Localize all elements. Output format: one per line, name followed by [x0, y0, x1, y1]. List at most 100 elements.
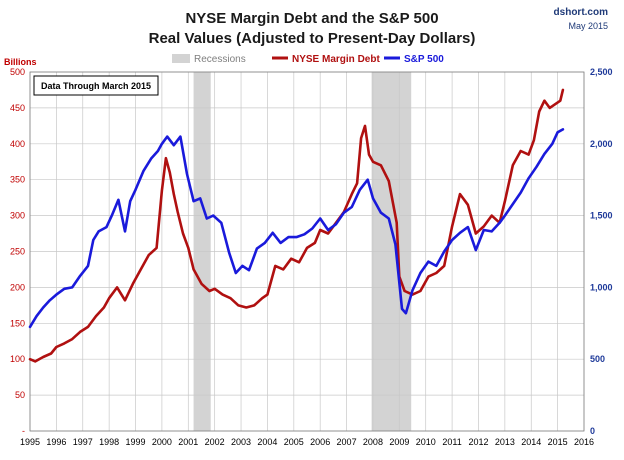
data-point-sp500-70	[527, 177, 530, 180]
data-point-sp500-0	[29, 326, 31, 328]
data-point-sp500-16	[134, 188, 137, 191]
data-point-margin-debt-69	[504, 200, 506, 203]
data-point-sp500-20	[161, 142, 163, 145]
data-point-sp500-7	[79, 275, 81, 277]
data-point-sp500-27	[205, 217, 208, 220]
left-tick-label-7: 350	[10, 175, 25, 185]
data-point-margin-debt-2	[42, 356, 45, 358]
x-tick-label-12: 2007	[337, 437, 357, 447]
data-note-text: Data Through March 2015	[41, 81, 151, 91]
data-point-sp500-34	[256, 247, 258, 250]
data-point-sp500-47	[358, 188, 361, 191]
data-point-sp500-61	[459, 231, 461, 234]
right-tick-label-5: 2,500	[590, 67, 613, 77]
data-point-margin-debt-34	[261, 297, 264, 300]
data-point-margin-debt-71	[519, 150, 522, 152]
data-point-margin-debt-53	[387, 180, 390, 183]
data-point-sp500-26	[199, 197, 202, 200]
data-point-sp500-30	[228, 252, 231, 254]
data-point-margin-debt-74	[538, 110, 541, 113]
data-point-margin-debt-25	[192, 268, 195, 271]
data-point-sp500-18	[150, 157, 153, 160]
data-point-margin-debt-61	[443, 265, 446, 267]
data-point-margin-debt-42	[319, 229, 322, 231]
data-point-margin-debt-30	[229, 297, 232, 300]
data-point-sp500-41	[311, 227, 314, 230]
source-label: dshort.com	[554, 7, 609, 18]
right-tick-label-4: 2,000	[590, 139, 613, 149]
data-point-sp500-63	[474, 249, 477, 252]
data-point-sp500-40	[303, 233, 306, 236]
data-point-sp500-69	[519, 191, 522, 194]
data-point-sp500-45	[343, 211, 345, 214]
data-point-margin-debt-20	[168, 171, 171, 174]
data-point-margin-debt-48	[360, 137, 362, 140]
plot-area: - 50 100 150 200 250 300 350 400 450 500 0 500 1,000 1…	[10, 67, 613, 447]
data-point-margin-debt-16	[147, 254, 150, 256]
legend-label-margin-debt: NYSE Margin Debt	[292, 54, 380, 65]
data-point-sp500-74	[556, 131, 559, 134]
data-point-margin-debt-21	[172, 193, 175, 196]
left-tick-label-5: 250	[10, 247, 25, 257]
x-tick-label-4: 1999	[126, 437, 146, 447]
data-point-sp500-72	[543, 153, 546, 155]
data-point-margin-debt-77	[554, 103, 556, 106]
right-tick-label-1: 500	[590, 354, 605, 364]
series-line-sp500	[28, 128, 565, 329]
x-tick-label-5: 2000	[152, 437, 172, 447]
data-point-margin-debt-41	[314, 242, 316, 244]
data-point-sp500-1	[35, 315, 38, 317]
data-point-sp500-46	[350, 206, 353, 208]
data-point-margin-debt-36	[274, 265, 277, 267]
data-point-sp500-9	[92, 239, 95, 241]
data-point-margin-debt-4	[55, 346, 58, 348]
data-point-margin-debt-6	[71, 338, 74, 340]
data-point-sp500-60	[451, 239, 453, 241]
data-point-sp500-66	[498, 221, 501, 224]
data-point-margin-debt-14	[132, 282, 134, 285]
x-tick-label-3: 1998	[99, 437, 119, 447]
data-point-margin-debt-40	[306, 247, 308, 249]
data-point-margin-debt-12	[116, 286, 118, 289]
data-point-sp500-54	[405, 312, 407, 315]
left-tick-label-6: 300	[10, 211, 25, 221]
data-point-margin-debt-79	[562, 89, 564, 91]
data-point-sp500-58	[435, 265, 438, 267]
data-point-sp500-23	[179, 135, 182, 138]
data-point-margin-debt-27	[208, 290, 211, 292]
data-point-sp500-64	[482, 229, 485, 231]
left-tick-label-1: 50	[15, 390, 25, 400]
data-point-sp500-53	[401, 308, 403, 310]
data-point-margin-debt-37	[282, 268, 285, 271]
data-point-margin-debt-33	[253, 304, 256, 307]
data-point-margin-debt-1	[34, 360, 37, 363]
data-point-sp500-10	[97, 230, 100, 233]
data-point-margin-debt-26	[200, 282, 203, 285]
data-point-sp500-43	[327, 229, 329, 231]
data-point-margin-debt-39	[298, 261, 300, 264]
data-point-margin-debt-72	[527, 153, 530, 156]
data-point-margin-debt-64	[467, 203, 469, 206]
data-point-sp500-44	[335, 223, 337, 226]
right-tick-label-0: 0	[590, 426, 595, 436]
data-point-sp500-31	[234, 272, 237, 274]
data-point-sp500-25	[192, 200, 195, 203]
left-tick-label-2: 100	[10, 354, 25, 364]
data-point-margin-debt-7	[79, 331, 81, 333]
x-tick-label-20: 2015	[548, 437, 568, 447]
data-point-margin-debt-56	[403, 290, 406, 292]
x-tick-label-8: 2003	[231, 437, 251, 447]
data-point-sp500-14	[124, 230, 126, 233]
x-tick-label-17: 2012	[468, 437, 488, 447]
data-point-sp500-49	[372, 197, 374, 200]
data-point-sp500-56	[419, 272, 422, 274]
data-point-margin-debt-54	[395, 221, 398, 224]
data-point-margin-debt-67	[490, 214, 493, 217]
x-tick-label-14: 2009	[389, 437, 409, 447]
data-point-margin-debt-49	[364, 125, 366, 127]
left-tick-label-8: 400	[10, 139, 25, 149]
data-point-sp500-51	[387, 217, 390, 220]
x-tick-label-0: 1995	[20, 437, 40, 447]
data-point-margin-debt-78	[559, 99, 562, 102]
